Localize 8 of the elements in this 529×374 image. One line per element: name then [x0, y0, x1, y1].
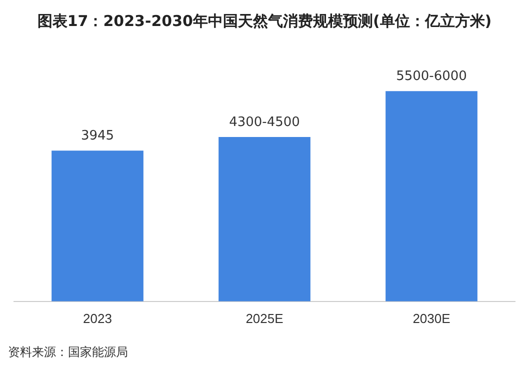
text: 资料来源：国家能源局: [8, 344, 128, 361]
x-tick-label: 2023: [83, 310, 112, 326]
x-tick-label: 2030E: [412, 310, 451, 326]
data-label: 5500-6000: [396, 68, 467, 84]
x-tick-label: 2025E: [246, 310, 284, 326]
data-label: 3945: [80, 128, 114, 144]
data-label: 4300-4500: [229, 114, 300, 130]
chart-title: 图表17：2023-2030年中国天然气消费规模预测(单位：亿立方米): [36, 12, 493, 31]
